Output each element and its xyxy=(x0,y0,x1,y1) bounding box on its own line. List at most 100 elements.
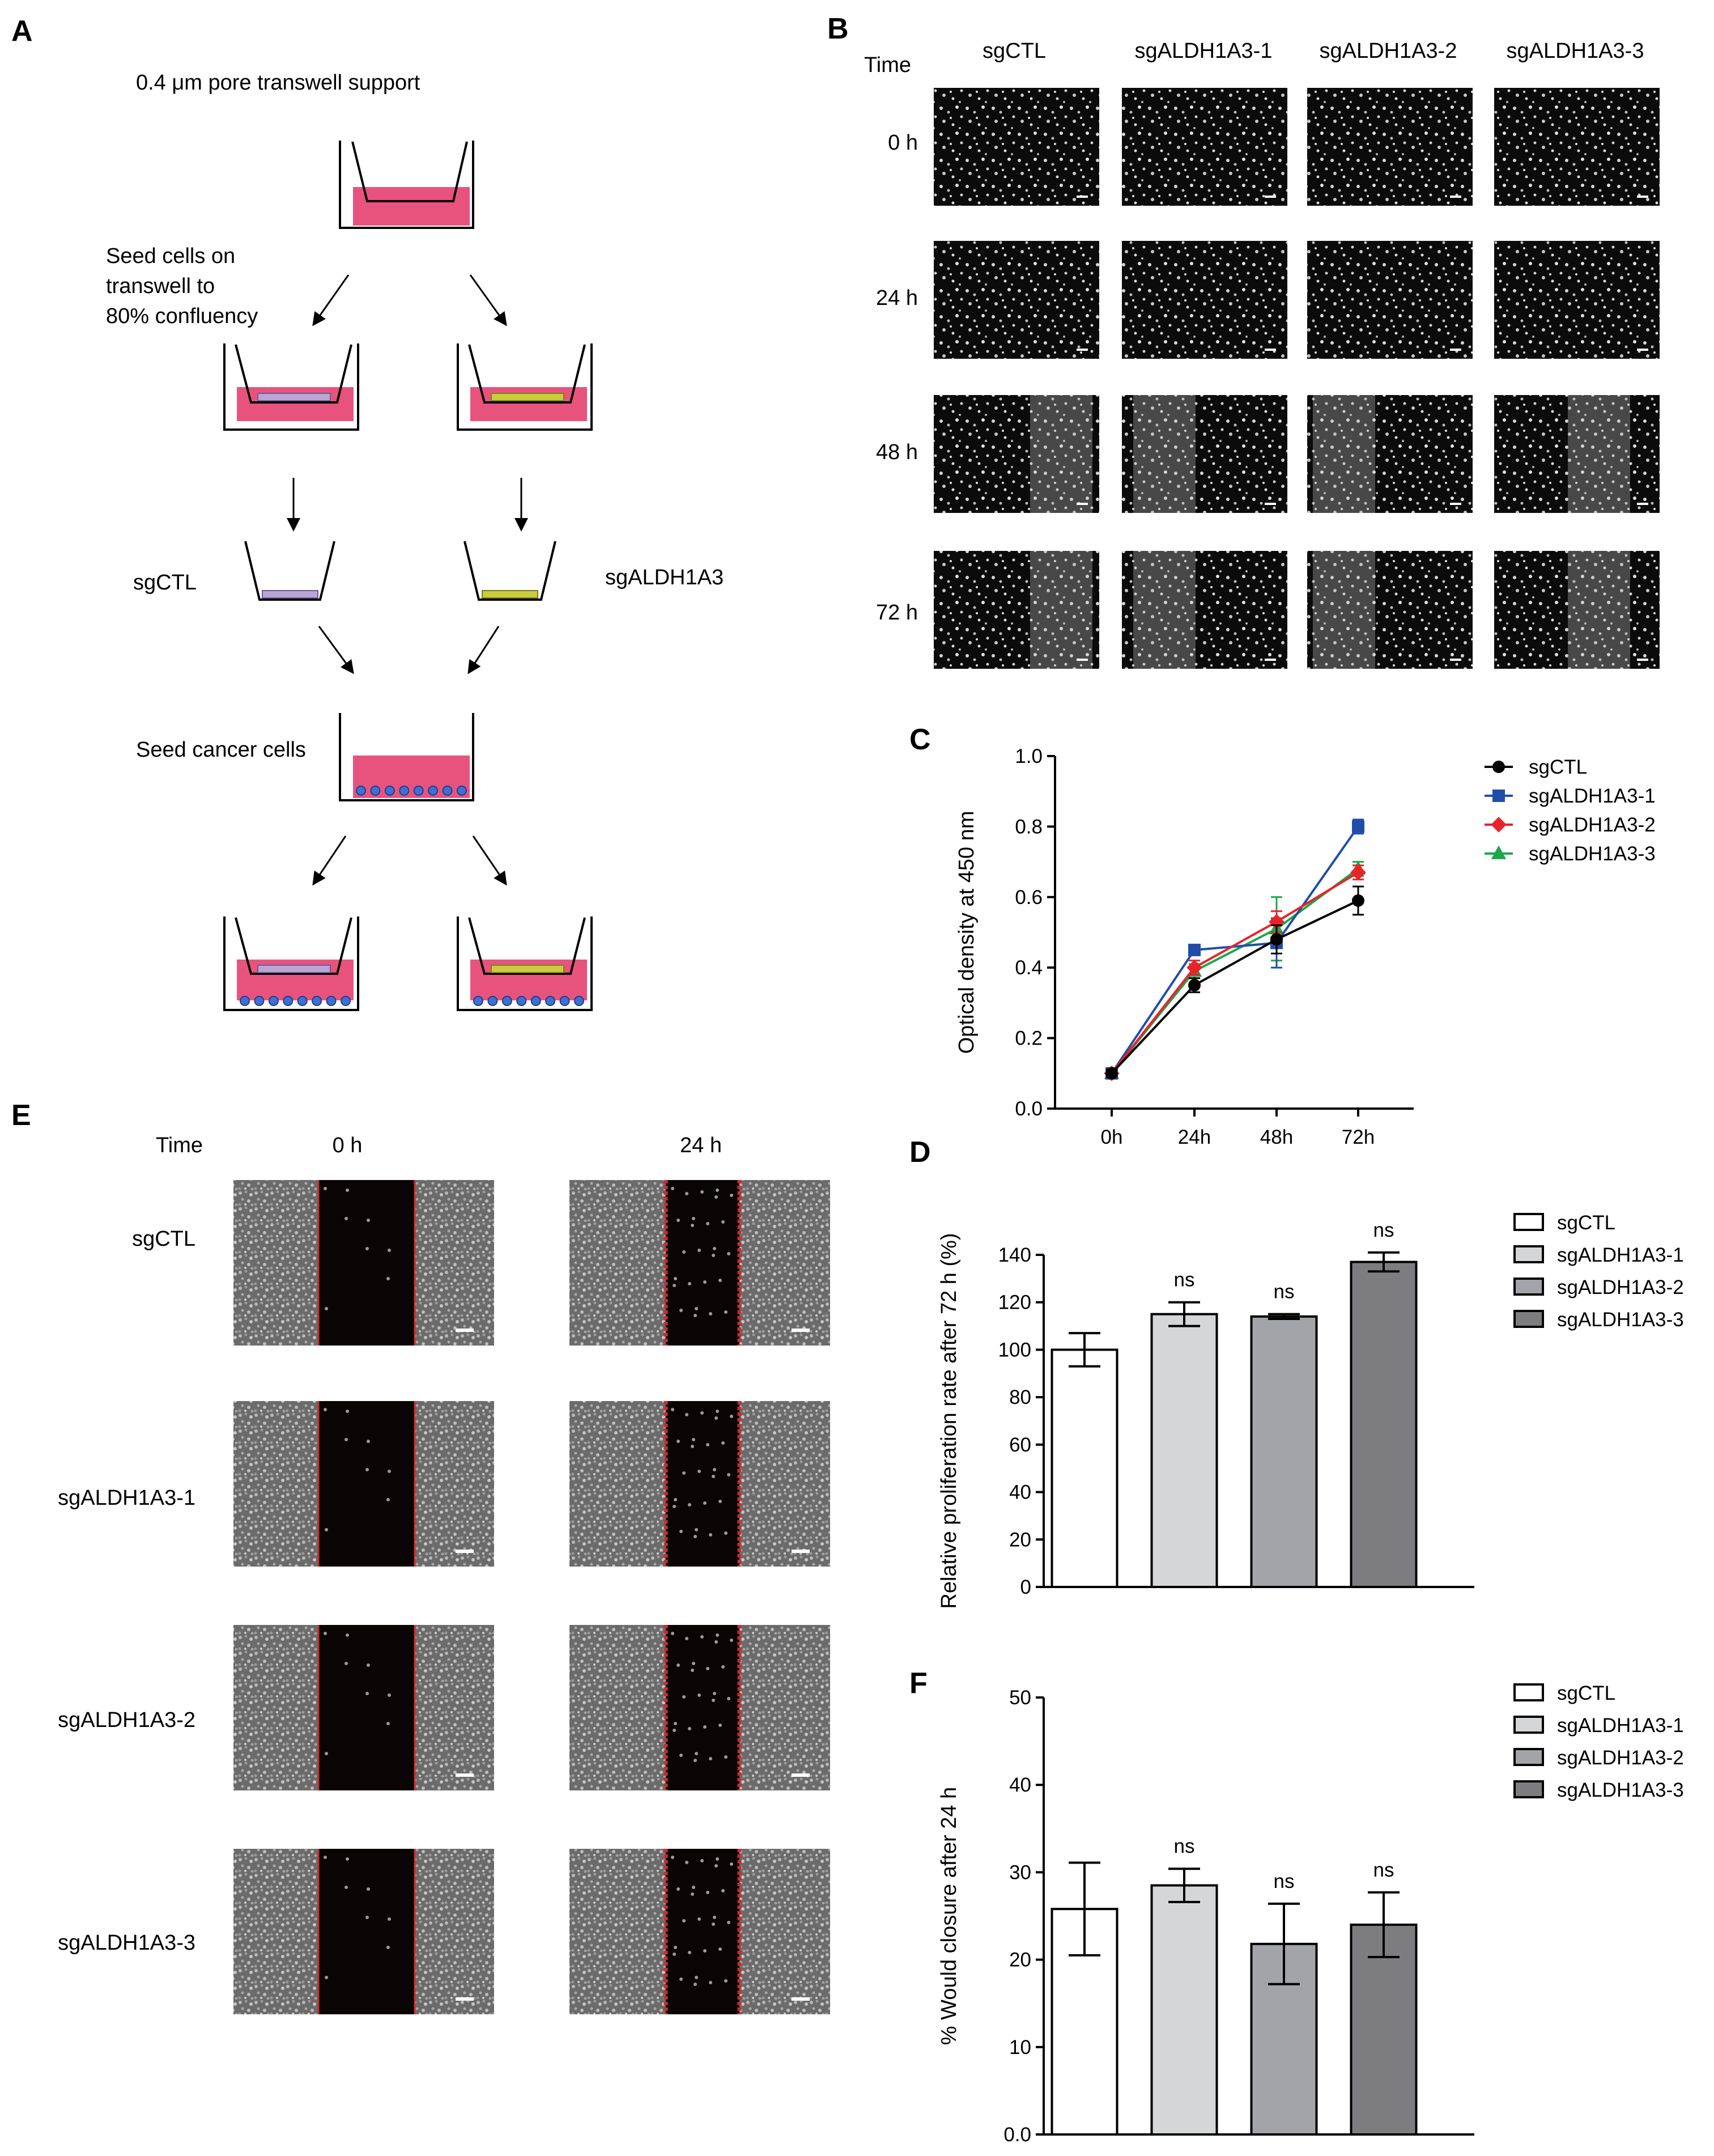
significance-label: ns xyxy=(1373,1219,1394,1241)
scale-bar xyxy=(456,1550,474,1553)
cancer-cell xyxy=(442,786,453,796)
seed-text-line-1: Seed cells on xyxy=(106,244,235,268)
row-label: 48 h xyxy=(876,440,918,464)
growth-chart: 0.0 0.2 0.4 0.6 0.8 1.0 0h 24h 48h 72h Optical den… xyxy=(955,745,1656,1148)
data-point xyxy=(1270,933,1283,946)
cancer-cell xyxy=(240,996,250,1006)
legend-swatch xyxy=(1513,1213,1544,1231)
y-axis-label: Optical density at 450 nm xyxy=(955,811,979,1054)
wound-micrograph xyxy=(233,1401,494,1567)
cancer-cell xyxy=(457,786,467,796)
cancer-cell xyxy=(384,786,395,796)
cancer-cell xyxy=(399,786,410,796)
time-header: Time xyxy=(864,53,911,77)
row-label: 0 h xyxy=(888,131,918,155)
wound-closure-chart: 0.0 10 20 30 40 50 % Would closure after 24 h n… xyxy=(937,1682,1684,2146)
legend-swatch xyxy=(1513,1683,1544,1701)
micrograph xyxy=(1307,88,1473,206)
insert-knockout xyxy=(463,541,556,601)
column-header: sgALDH1A3-1 xyxy=(1135,39,1273,63)
legend-item: sgCTL xyxy=(1485,756,1587,778)
legend-item: sgALDH1A3-2 xyxy=(1485,814,1656,836)
series-line xyxy=(1111,868,1359,1075)
cancer-cell xyxy=(530,996,541,1006)
cancer-cell xyxy=(356,786,366,796)
arrow xyxy=(467,626,500,674)
legend-label: sgALDH1A3-3 xyxy=(1557,1309,1684,1331)
panel-e: E Time 0 h 24 h sgCTL sgALDH1A3-1 sgALDH… xyxy=(11,1099,830,2014)
scale-bar xyxy=(792,1997,810,2001)
legend-item: sgCTL xyxy=(1513,1212,1615,1234)
scale-bar xyxy=(1077,503,1088,505)
cancer-cell xyxy=(428,786,439,796)
legend-swatch xyxy=(1513,1748,1544,1766)
proliferation-chart: 0 20 40 60 80 100 120 140 Relative proliferation… xyxy=(937,1212,1684,1609)
y-axis-label: % Would closure after 24 h xyxy=(937,1787,961,2045)
legend-swatch xyxy=(1513,1278,1544,1296)
bar-sgALDH1A3-2: ns xyxy=(1250,1281,1318,1589)
x-tick-label: 0h xyxy=(1101,1126,1123,1148)
scale-bar xyxy=(456,1773,474,1777)
cancer-cell xyxy=(254,996,265,1006)
significance-label: ns xyxy=(1274,1281,1295,1303)
coculture-control xyxy=(223,916,359,1011)
bar-sgCTL xyxy=(1050,1332,1118,1588)
micrograph xyxy=(1494,551,1660,669)
bar-sgALDH1A3-2: ns xyxy=(1250,1870,1318,2136)
data-point xyxy=(1186,960,1202,975)
knockout-cells xyxy=(491,965,564,973)
legend-label: sgALDH1A3-2 xyxy=(1557,1747,1684,1769)
significance-label: ns xyxy=(1274,1870,1295,1892)
data-point xyxy=(1188,944,1201,957)
y-tick-label: 20 xyxy=(1009,1529,1031,1551)
scale-bar xyxy=(792,1773,810,1777)
scale-bar xyxy=(1637,503,1648,505)
wound-micrograph xyxy=(233,1625,494,1790)
legend-label: sgALDH1A3-2 xyxy=(1557,1276,1684,1298)
legend-label: sgALDH1A3-2 xyxy=(1529,814,1656,836)
cancer-cells xyxy=(473,996,584,1006)
panel-a: A 0.4 μm pore transwell support Seed cel… xyxy=(11,15,724,1011)
cancer-cell xyxy=(501,996,512,1006)
y-axis-label: Relative proliferation rate after 72 h (… xyxy=(937,1233,961,1608)
y-tick-label: 0.8 xyxy=(1015,816,1043,838)
legend-item: sgALDH1A3-3 xyxy=(1485,843,1656,865)
cancer-cell xyxy=(487,996,498,1006)
scale-bar xyxy=(792,1329,810,1332)
micrograph xyxy=(934,88,1099,206)
arrow xyxy=(312,274,350,326)
legend-item: sgALDH1A3-3 xyxy=(1513,1779,1684,1801)
y-tick-label: 140 xyxy=(998,1244,1031,1266)
row-label: 24 h xyxy=(876,286,918,310)
wound-micrograph xyxy=(233,1180,494,1346)
data-point xyxy=(1352,894,1364,907)
panel-f-label: F xyxy=(909,1667,928,1700)
control-cells xyxy=(257,393,331,401)
data-point xyxy=(1105,1067,1118,1080)
micrograph-grid xyxy=(934,88,1660,669)
y-tick-label: 60 xyxy=(1009,1434,1031,1456)
micrograph xyxy=(1122,551,1287,669)
arrow xyxy=(469,274,507,326)
cancer-cell xyxy=(326,996,337,1006)
cancer-cell xyxy=(283,996,294,1006)
panel-d-label: D xyxy=(909,1136,931,1169)
series-sgCTL xyxy=(1105,885,1364,1080)
column-header: 24 h xyxy=(680,1134,722,1157)
bar xyxy=(1350,1923,1418,2136)
wound-micrograph xyxy=(233,1849,494,2014)
cancer-cell xyxy=(312,996,322,1006)
seed-text-line-2: transwell to xyxy=(106,274,215,298)
series-line xyxy=(1111,826,1359,1074)
scale-bar xyxy=(1637,196,1648,198)
cancer-cell xyxy=(559,996,570,1006)
legend-label: sgCTL xyxy=(1557,1682,1615,1704)
wound-micrograph xyxy=(569,1849,830,2014)
row-label: 72 h xyxy=(876,601,918,625)
scale-bar xyxy=(1077,659,1088,661)
significance-label: ns xyxy=(1174,1835,1195,1857)
significance-label: ns xyxy=(1373,1859,1394,1881)
scale-bar xyxy=(456,1997,474,2001)
micrograph xyxy=(1122,241,1287,359)
